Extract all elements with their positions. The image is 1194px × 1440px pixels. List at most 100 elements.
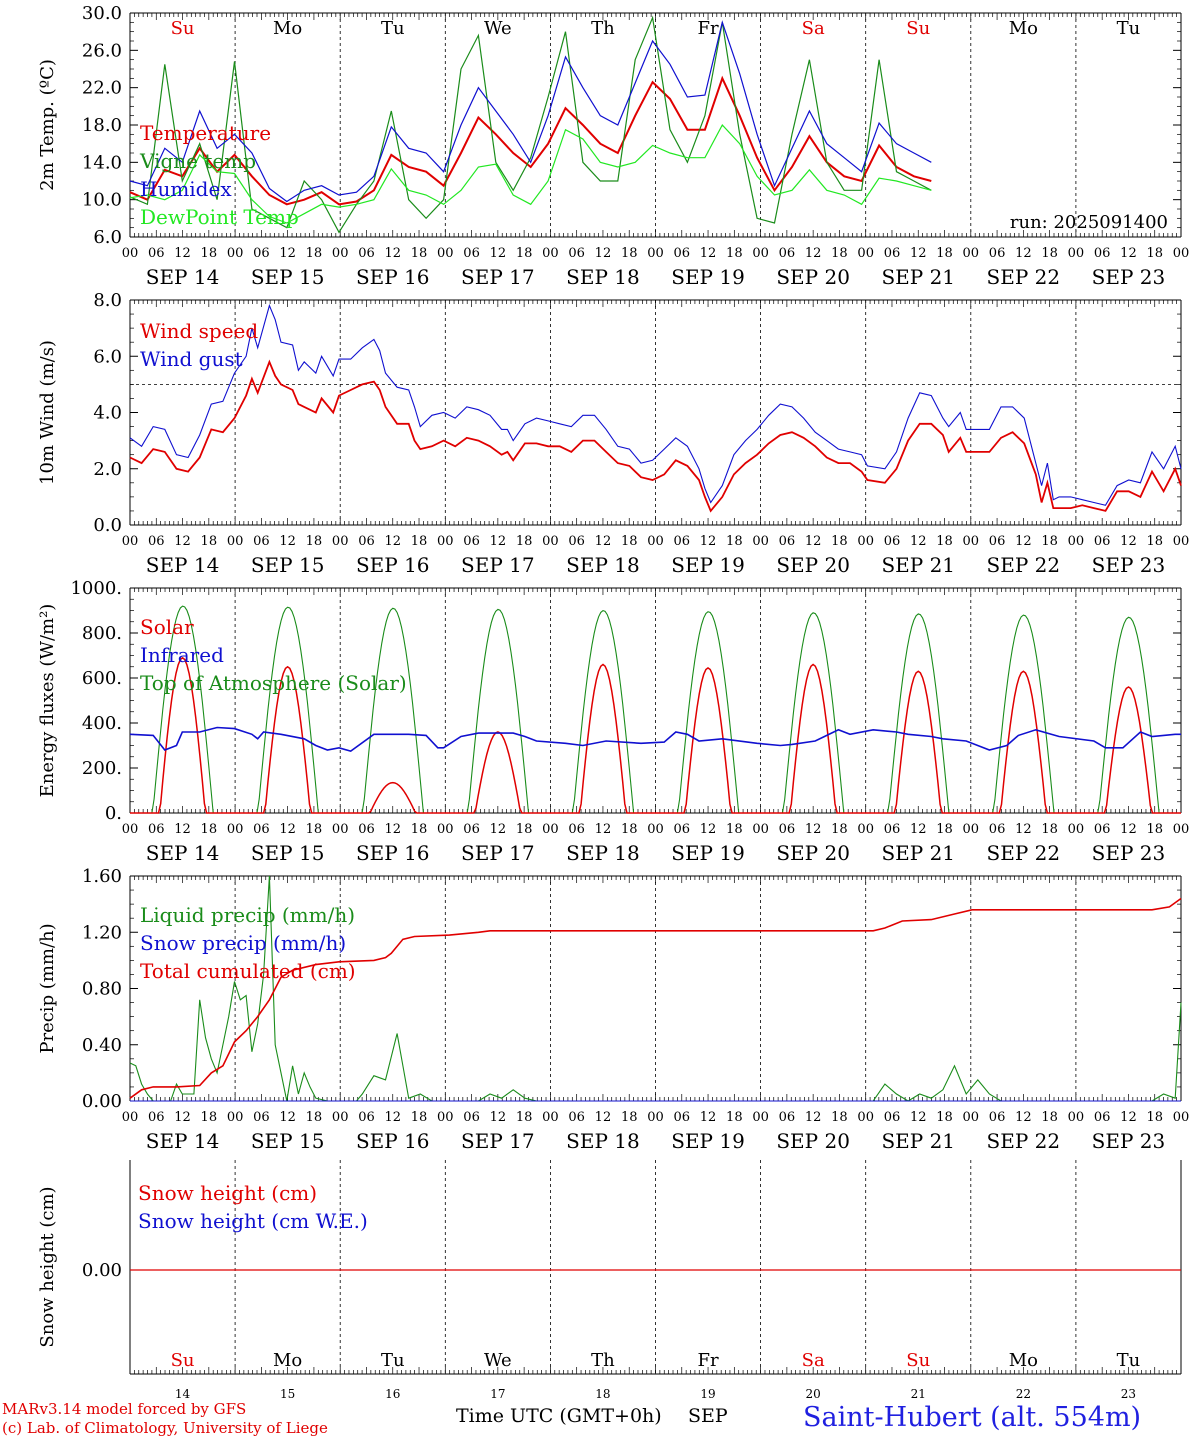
legend-snow-precip-mm-h-: Snow precip (mm/h)	[140, 931, 346, 955]
legend-liquid-precip-mm-h-: Liquid precip (mm/h)	[140, 903, 355, 927]
hour-tick-label: 18	[1146, 246, 1163, 261]
day-number-label: 23	[1121, 1387, 1136, 1401]
hour-tick-label: 12	[490, 1110, 507, 1125]
hour-tick-label: 00	[542, 822, 559, 837]
legend-total-cumulated-cm-: Total cumulated (cm)	[140, 959, 356, 983]
y-tick-label: 2.0	[93, 459, 122, 480]
hour-tick-label: 06	[463, 822, 480, 837]
hour-tick-label: 12	[805, 1110, 822, 1125]
hour-tick-label: 18	[831, 1110, 848, 1125]
footer-model: MARv3.14 model forced by GFS	[2, 1400, 247, 1418]
hour-tick-label: 00	[857, 534, 874, 549]
series-humidex	[129, 20, 932, 203]
hour-tick-label: 00	[752, 1110, 769, 1125]
weekday-label: Sa	[802, 1350, 825, 1371]
weekday-label: Su	[171, 1350, 195, 1371]
date-label: SEP 22	[987, 1129, 1061, 1153]
hour-tick-label: 06	[989, 534, 1006, 549]
hour-tick-label: 18	[1041, 1110, 1058, 1125]
hour-tick-label: 12	[1015, 822, 1032, 837]
date-label: SEP 21	[881, 841, 955, 865]
hour-tick-label: 00	[1068, 246, 1085, 261]
hour-tick-label: 06	[884, 822, 901, 837]
hour-tick-label: 00	[542, 1110, 559, 1125]
hour-tick-label: 00	[647, 1110, 664, 1125]
date-label: SEP 23	[1092, 265, 1166, 289]
hour-tick-label: 18	[1146, 822, 1163, 837]
hour-tick-label: 18	[1041, 822, 1058, 837]
hour-tick-label: 00	[963, 246, 980, 261]
hour-tick-label: 18	[1146, 534, 1163, 549]
run-label: run: 2025091400	[1010, 212, 1168, 233]
weekday-label: Tu	[381, 18, 405, 39]
date-label: SEP 23	[1092, 1129, 1166, 1153]
hour-tick-label: 06	[358, 1110, 375, 1125]
hour-tick-label: 06	[779, 534, 796, 549]
hour-tick-label: 00	[437, 822, 454, 837]
hour-tick-label: 00	[542, 246, 559, 261]
y-tick-label: 6.0	[93, 227, 122, 248]
hour-tick-label: 00	[227, 1110, 244, 1125]
hour-tick-label: 06	[148, 246, 165, 261]
weekday-label: Th	[591, 18, 615, 39]
hour-tick-label: 06	[568, 1110, 585, 1125]
hour-tick-label: 00	[332, 246, 349, 261]
legend-wind-speed: Wind speed	[140, 319, 258, 343]
hour-tick-label: 12	[910, 534, 927, 549]
hour-tick-label: 00	[647, 534, 664, 549]
hour-tick-label: 00	[1068, 534, 1085, 549]
hour-tick-label: 06	[884, 1110, 901, 1125]
hour-tick-label: 18	[411, 1110, 428, 1125]
hour-tick-label: 06	[1094, 822, 1111, 837]
hour-tick-label: 12	[700, 822, 717, 837]
series-infrared	[129, 726, 1181, 752]
hour-tick-label: 12	[910, 822, 927, 837]
date-label: SEP 16	[356, 841, 430, 865]
y-tick-label: 10.0	[82, 190, 122, 211]
y-tick-label: 30.0	[82, 3, 122, 24]
weekday-label: Tu	[1117, 1350, 1141, 1371]
date-label: SEP 23	[1092, 553, 1166, 577]
hour-tick-label: 18	[936, 246, 953, 261]
hour-tick-label: 06	[779, 822, 796, 837]
day-number-label: 17	[490, 1387, 505, 1401]
weekday-label: Mo	[1009, 1350, 1038, 1371]
hour-tick-label: 18	[936, 534, 953, 549]
legend-temperature: Temperature	[140, 121, 271, 145]
hour-tick-label: 12	[490, 246, 507, 261]
date-label: SEP 22	[987, 553, 1061, 577]
hour-tick-label: 00	[963, 534, 980, 549]
hour-tick-label: 06	[253, 1110, 270, 1125]
y-tick-label: 14.0	[82, 152, 122, 173]
hour-tick-label: 12	[490, 822, 507, 837]
hour-tick-label: 12	[595, 246, 612, 261]
hour-tick-label: 00	[963, 822, 980, 837]
y-tick-label: 400.	[82, 713, 122, 734]
legend-humidex: Humidex	[140, 177, 232, 201]
hour-tick-label: 06	[1094, 246, 1111, 261]
date-label: SEP 18	[566, 553, 640, 577]
date-label: SEP 17	[461, 553, 535, 577]
weekday-label: Mo	[273, 1350, 302, 1371]
hour-tick-label: 18	[516, 534, 533, 549]
date-label: SEP 22	[987, 841, 1061, 865]
hour-tick-label: 18	[621, 1110, 638, 1125]
hour-tick-label: 18	[831, 822, 848, 837]
y-tick-label: 1.60	[82, 866, 122, 887]
y-tick-label: 0.00	[82, 1091, 122, 1112]
hour-tick-label: 12	[910, 246, 927, 261]
day-number-label: 22	[1016, 1387, 1031, 1401]
hour-tick-label: 00	[332, 534, 349, 549]
footer-credit: (c) Lab. of Climatology, University of L…	[2, 1419, 328, 1437]
series-wind-gust	[129, 303, 1182, 506]
date-label: SEP 14	[146, 841, 220, 865]
footer-xlabel: Time UTC (GMT+0h)	[456, 1405, 662, 1427]
series-wind-speed	[129, 359, 1182, 513]
hour-tick-label: 18	[516, 822, 533, 837]
hour-tick-label: 06	[358, 534, 375, 549]
hour-tick-label: 06	[674, 822, 691, 837]
hour-tick-label: 18	[831, 246, 848, 261]
y-tick-label: 4.0	[93, 403, 122, 424]
day-number-label: 14	[175, 1387, 191, 1401]
weekday-label: We	[484, 18, 512, 39]
